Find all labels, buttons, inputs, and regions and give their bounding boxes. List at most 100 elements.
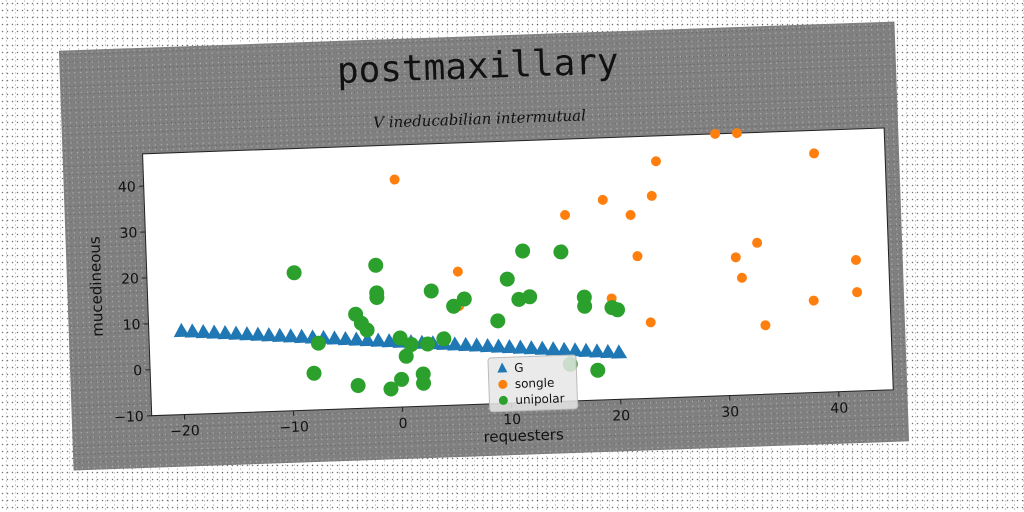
series-0-point-10 (283, 328, 300, 343)
series-0-point-8 (261, 327, 278, 342)
series-0-point-33 (534, 340, 551, 355)
series-2-point-18 (423, 283, 439, 299)
series-0-point-36 (567, 342, 584, 357)
x-tick-label-4: 20 (612, 408, 630, 425)
series-2-point-5 (350, 377, 366, 393)
data-marks (173, 128, 863, 397)
x-tick-label-5: 30 (721, 404, 739, 421)
series-0-point-15 (337, 330, 354, 346)
series-2-point-19 (436, 331, 452, 347)
series-2-point-22 (490, 313, 506, 329)
series-0-point-0 (173, 322, 190, 338)
series-2-point-16 (416, 375, 432, 391)
series-0-point-7 (250, 326, 267, 341)
series-2-point-30 (590, 362, 606, 378)
series-1-point-8 (632, 251, 643, 262)
series-1-point-1 (452, 266, 463, 277)
y-tick-label-0: −10 (114, 409, 144, 426)
series-0-point-29 (490, 338, 507, 353)
series-2-point-11 (392, 330, 408, 346)
series-0-point-28 (479, 337, 496, 353)
series-2-point-17 (420, 336, 436, 352)
x-tick-label-6: 40 (830, 400, 848, 417)
series-1-point-10 (646, 190, 657, 201)
series-2-point-29 (577, 298, 593, 314)
series-0-point-4 (217, 325, 234, 340)
series-0-point-25 (447, 336, 464, 351)
series-2-point-10 (383, 381, 399, 397)
y-axis-label: mucedineous (85, 236, 107, 337)
series-2-point-12 (394, 371, 410, 387)
series-0-point-31 (512, 339, 529, 354)
series-1-point-14 (730, 252, 741, 263)
x-tick-label-0: −20 (170, 423, 200, 440)
legend-marker-1 (498, 379, 508, 389)
series-1-point-18 (808, 295, 819, 306)
chart-title: postmaxillary (336, 41, 619, 92)
series-0-point-3 (206, 324, 223, 339)
series-0-point-26 (458, 336, 475, 352)
y-tick-label-5: 40 (118, 179, 136, 196)
legend-label-2: unipolar (515, 391, 565, 407)
chart-svg: postmaxillary V ineducabilian intermutua… (85, 41, 894, 446)
legend-box (487, 354, 579, 413)
series-0-point-16 (348, 331, 365, 346)
series-2-point-1 (306, 365, 322, 381)
series-0-point-1 (184, 323, 201, 338)
series-0-point-32 (523, 340, 540, 355)
series-1-point-7 (625, 210, 636, 221)
x-tick-label-1: −10 (279, 419, 309, 436)
y-tick-label-3: 20 (121, 271, 139, 288)
series-2-point-7 (368, 257, 384, 273)
series-1-point-21 (852, 287, 863, 298)
series-1-point-0 (389, 174, 400, 185)
series-0-point-18 (370, 332, 387, 347)
series-0-point-27 (469, 337, 486, 352)
series-2-point-6 (359, 322, 375, 338)
series-1-point-17 (760, 320, 771, 331)
legend-label-1: songle (515, 376, 555, 391)
x-tick-label-2: 0 (398, 416, 407, 432)
series-2-point-25 (515, 243, 531, 259)
series-0-point-37 (578, 342, 595, 358)
series-1-point-20 (850, 255, 861, 266)
series-2-point-27 (553, 244, 569, 260)
series-0-point-6 (239, 326, 256, 341)
series-1-point-4 (597, 194, 608, 205)
series-2-point-20 (446, 298, 462, 314)
series-1-point-12 (710, 128, 721, 139)
series-1-point-3 (560, 209, 571, 220)
series-0-point-34 (545, 341, 562, 356)
series-0-point-2 (195, 323, 212, 339)
series-2-point-2 (310, 335, 326, 351)
series-1-point-15 (736, 272, 747, 283)
series-0-point-5 (228, 325, 245, 340)
series-0-point-14 (326, 330, 343, 345)
series-0-point-39 (600, 343, 617, 359)
chart-subtitle: V ineducabilian intermutual (373, 106, 586, 131)
series-0-point-30 (501, 339, 518, 354)
series-1-point-19 (809, 148, 820, 159)
series-2-point-13 (398, 348, 414, 364)
legend-marker-0 (497, 362, 508, 373)
y-tick-label-2: 10 (122, 317, 140, 334)
series-1-point-11 (650, 156, 661, 167)
series-0-point-38 (589, 343, 606, 358)
series-2-point-0 (286, 265, 302, 281)
series-0-point-19 (381, 333, 398, 348)
y-tick-label-1: 0 (133, 363, 142, 379)
series-1-point-13 (731, 128, 742, 139)
x-axis-label: requesters (483, 425, 564, 446)
series-0-point-11 (294, 328, 311, 344)
series-1-point-16 (752, 237, 763, 248)
series-0-point-17 (359, 332, 376, 347)
series-0-point-35 (556, 341, 573, 356)
series-0-point-9 (272, 327, 289, 342)
y-tick-label-4: 30 (119, 225, 137, 242)
series-2-point-26 (522, 289, 538, 305)
series-2-point-21 (456, 291, 472, 307)
series-2-point-23 (499, 271, 515, 287)
x-tick-label-3: 10 (503, 412, 521, 429)
series-2-point-9 (369, 289, 385, 305)
series-0-point-40 (611, 344, 628, 359)
